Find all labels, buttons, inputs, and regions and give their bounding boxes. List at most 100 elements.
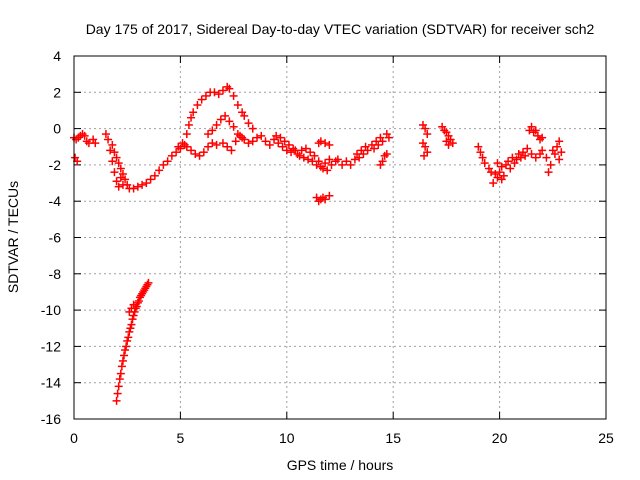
data-point [112,177,121,186]
data-point [542,153,551,162]
data-point [191,150,200,159]
data-point [299,153,308,162]
data-point [204,142,213,151]
data-point [146,175,155,184]
data-point [189,108,198,117]
data-point [248,124,257,133]
data-point [282,146,291,155]
data-point [384,133,393,142]
y-tick-label: 4 [53,48,61,64]
data-point [134,297,143,306]
data-point [478,153,487,162]
data-point [229,91,238,100]
data-point [359,150,368,159]
data-point [544,168,553,177]
data-point [538,146,547,155]
data-point [493,173,502,182]
data-point [117,362,126,371]
data-point [212,120,221,129]
data-point [110,168,119,177]
data-point [276,133,285,142]
data-point [126,324,135,333]
data-point [129,311,138,320]
data-point [550,150,559,159]
data-point [346,160,355,169]
data-point [516,153,525,162]
y-axis-label: SDTVAR / TECUs [5,181,21,293]
data-point [316,137,325,146]
data-point [214,90,223,99]
data-point [342,157,351,166]
data-point [523,144,532,153]
data-point [489,179,498,188]
chart-title: Day 175 of 2017, Sidereal Day-to-day VTE… [86,21,595,37]
data-point [512,155,521,164]
data-point [116,164,125,173]
data-point [133,298,142,307]
data-point [355,153,364,162]
data-point [274,139,283,148]
data-point [521,151,530,160]
y-tick-label: -2 [49,157,62,173]
data-point [204,130,213,139]
data-point [129,300,138,309]
y-tick-label: 0 [53,121,61,137]
data-point [120,351,129,360]
data-point [506,164,515,173]
data-point [301,144,310,153]
x-tick-label: 25 [598,430,614,446]
data-point [257,131,266,140]
data-point [444,140,453,149]
data-point [321,159,330,168]
data-point [73,157,82,166]
data-point [555,155,564,164]
data-point [159,160,168,169]
data-point [225,117,234,126]
data-point [321,139,330,148]
data-point [527,150,536,159]
data-point [104,135,113,144]
data-point [229,122,238,131]
data-point [420,151,429,160]
data-point [231,137,240,146]
data-point [504,157,513,166]
data-point [108,157,117,166]
data-point [218,139,227,148]
x-tick-label: 10 [279,430,295,446]
data-point [123,336,132,345]
data-point [555,137,564,146]
data-point [538,133,547,142]
data-point [325,191,334,200]
data-point [363,146,372,155]
data-point [124,333,133,342]
data-point [304,155,313,164]
data-point [253,133,262,142]
data-point [184,120,193,129]
data-point [240,135,249,144]
data-point [321,195,330,204]
data-point [110,148,119,157]
data-point [527,122,536,131]
data-marks [70,82,566,405]
data-point [293,150,302,159]
y-tick-label: -6 [49,230,62,246]
data-point [557,148,566,157]
data-point [323,166,332,175]
data-point [112,153,121,162]
data-point [480,159,489,168]
x-tick-label: 5 [177,430,185,446]
data-point [144,278,153,287]
data-point [129,184,138,193]
y-tick-label: -10 [41,302,61,318]
data-point [112,396,121,405]
data-point [244,119,253,128]
data-point [163,157,172,166]
y-tick-label: -12 [41,338,61,354]
data-point [218,86,227,95]
data-point [121,175,130,184]
data-point [310,151,319,160]
data-point [423,130,432,139]
data-point [553,142,562,151]
data-point [235,131,244,140]
